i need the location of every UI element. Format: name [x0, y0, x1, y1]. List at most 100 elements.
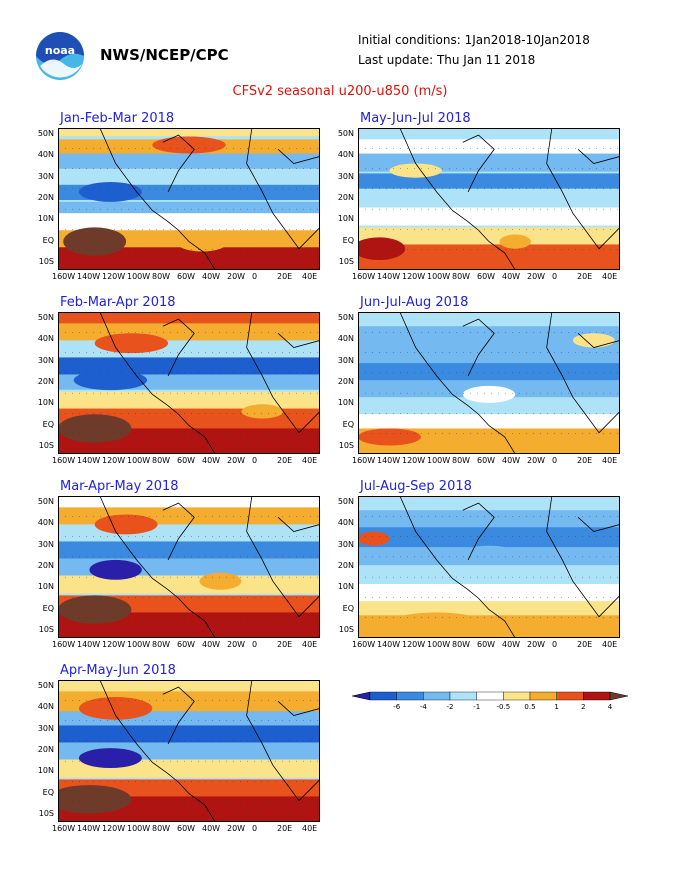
shading-band: [358, 343, 620, 365]
shading-band: [58, 213, 320, 232]
figure-title: CFSv2 seasonal u200-u850 (m/s): [232, 84, 448, 99]
shading-blob: [572, 333, 615, 348]
shading-blob: [78, 181, 142, 202]
map-panel: [58, 128, 320, 270]
shading-blob: [462, 385, 516, 403]
lon-tick-label: 100W: [427, 640, 451, 649]
lat-tick-label: 10S: [38, 809, 54, 818]
shading-blob: [358, 237, 406, 261]
shading-band: [58, 153, 320, 169]
panel-title: May-Jun-Jul 2018: [360, 111, 471, 126]
panel-title: Jul-Aug-Sep 2018: [360, 479, 472, 494]
lon-tick-label: 100W: [127, 640, 151, 649]
lon-tick-label: 160W: [352, 272, 376, 281]
lon-tick-label: 40W: [502, 456, 521, 465]
lon-tick-label: 60W: [177, 640, 196, 649]
colorbar-label: -6: [393, 703, 401, 711]
lon-tick-label: 100W: [427, 456, 451, 465]
shading-blob: [499, 234, 531, 249]
shading-band: [358, 312, 620, 328]
shading-band: [358, 227, 620, 246]
lon-tick-label: 20E: [577, 456, 593, 465]
shading-band: [58, 312, 320, 325]
lon-tick-label: 40W: [202, 640, 221, 649]
lat-tick-label: 40N: [37, 150, 54, 160]
colorbar-label: -0.5: [496, 703, 510, 711]
coastline: [399, 128, 620, 270]
lon-tick-label: 120W: [102, 640, 126, 649]
lon-tick-label: 160W: [52, 456, 76, 465]
lon-tick-label: 40E: [302, 640, 318, 649]
shading-blob: [89, 559, 142, 580]
shading-blob: [394, 612, 479, 630]
lon-tick-label: 140W: [77, 824, 101, 833]
lon-tick-label: 20W: [527, 640, 546, 649]
lon-tick-label: 100W: [127, 272, 151, 281]
shading-blob: [58, 785, 132, 814]
shading-band: [358, 510, 620, 529]
coastline: [399, 496, 620, 638]
lon-tick-label: 40W: [502, 640, 521, 649]
lat-tick-label: 50N: [337, 313, 354, 322]
lon-tick-label: 40E: [302, 272, 318, 281]
lat-tick-label: 30N: [337, 539, 354, 549]
colorbar-label: 0.5: [524, 703, 535, 711]
lat-tick-label: 20N: [37, 377, 54, 386]
lon-tick-label: 20E: [277, 824, 293, 833]
lat-tick-label: 10S: [338, 257, 354, 266]
lat-tick-label: 10S: [338, 625, 354, 634]
lon-tick-label: 120W: [102, 272, 126, 281]
lon-tick-label: 20E: [577, 272, 593, 281]
lon-tick-label: 60W: [477, 272, 496, 281]
shading-band: [358, 207, 620, 226]
shading-band: [58, 247, 320, 270]
lat-tick-label: 50N: [37, 681, 54, 690]
shading-band: [358, 567, 620, 586]
shading-blob: [78, 697, 153, 720]
lat-tick-label: EQ: [342, 235, 354, 245]
lon-tick-label: 0: [252, 640, 258, 649]
lat-tick-label: 50N: [37, 313, 54, 322]
lat-tick-label: 20N: [37, 745, 54, 754]
shading-blob: [94, 514, 158, 535]
colorbar-segment: [556, 691, 584, 701]
shading-blob: [78, 748, 142, 769]
lat-tick-label: 20N: [37, 561, 54, 570]
colorbar-label: -2: [447, 703, 454, 711]
shading-blob: [58, 595, 132, 624]
lon-tick-label: 140W: [377, 640, 401, 649]
lon-tick-label: 80W: [452, 640, 471, 649]
lon-tick-label: 40E: [302, 456, 318, 465]
lat-tick-label: 10N: [37, 766, 54, 776]
lon-tick-label: 40W: [202, 824, 221, 833]
colorbar-segment: [449, 691, 477, 701]
lat-tick-label: 50N: [337, 497, 354, 506]
lon-tick-label: 60W: [177, 456, 196, 465]
initial-conditions: Initial conditions: 1Jan2018-10Jan2018: [358, 33, 590, 47]
lat-tick-label: 10N: [37, 398, 54, 408]
lon-tick-label: 20E: [277, 456, 293, 465]
lon-tick-label: 20E: [277, 272, 293, 281]
lat-tick-label: 50N: [337, 129, 354, 138]
lat-tick-label: 30N: [37, 539, 54, 549]
colorbar-label: 1: [554, 703, 558, 711]
colorbar-segment: [476, 691, 504, 701]
lat-tick-label: 40N: [337, 150, 354, 160]
shading-band: [58, 725, 320, 744]
shading-band: [358, 326, 620, 345]
lat-tick-label: 10S: [38, 257, 54, 266]
lat-tick-label: EQ: [342, 419, 354, 429]
colorbar-segment: [583, 691, 611, 701]
lat-tick-label: 10S: [38, 441, 54, 450]
lon-tick-label: 40W: [202, 272, 221, 281]
panel-title: Feb-Mar-Apr 2018: [60, 295, 176, 310]
lon-tick-label: 0: [252, 272, 258, 281]
lon-tick-label: 160W: [352, 640, 376, 649]
shading-band: [358, 496, 620, 512]
lat-tick-label: EQ: [42, 603, 54, 613]
panel-title: Jun-Jul-Aug 2018: [360, 295, 469, 310]
lon-tick-label: 140W: [77, 640, 101, 649]
colorbar-segment: [396, 691, 424, 701]
lat-tick-label: 10N: [337, 582, 354, 592]
shading-blob: [175, 231, 229, 252]
